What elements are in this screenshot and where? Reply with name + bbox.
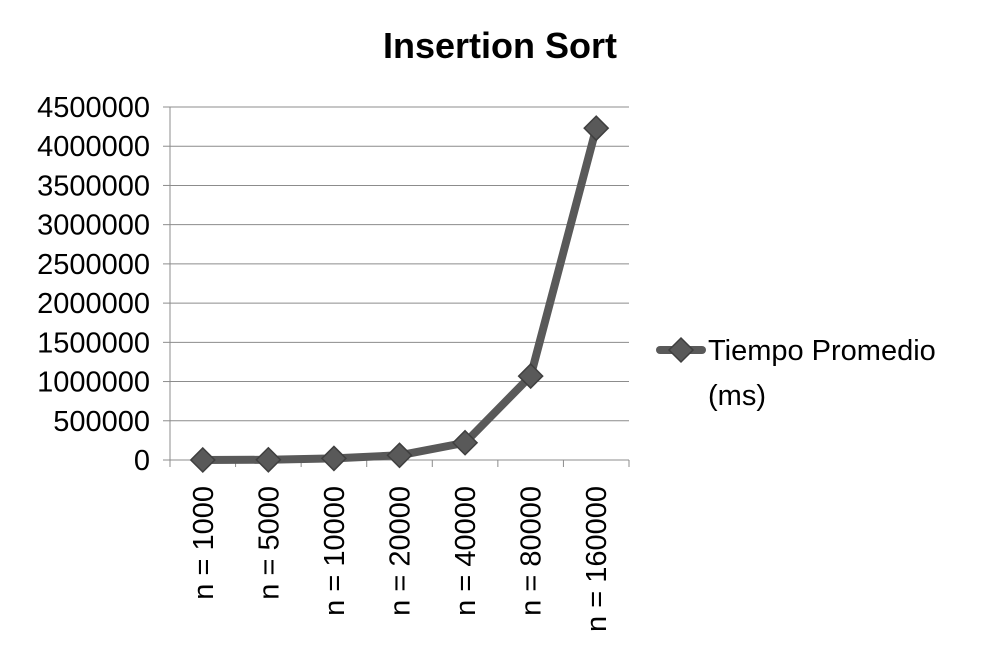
y-tick-label: 1500000 [37, 327, 150, 359]
x-tick-label: n = 1000 [188, 486, 220, 600]
x-tick-label: n = 5000 [253, 486, 285, 600]
y-tick-label: 4000000 [37, 131, 150, 163]
x-axis-ticks: n = 1000 n = 5000 n = 10000 n = 20000 n = 40… [169, 460, 630, 632]
data-point [452, 429, 479, 456]
y-tick-label: 2000000 [37, 288, 150, 320]
y-tick-label: 0 [134, 445, 150, 477]
data-point [320, 445, 347, 472]
series-line [198, 124, 601, 464]
axes [169, 107, 629, 461]
x-tick-label: n = 80000 [516, 486, 548, 616]
data-point [255, 446, 282, 473]
x-tick-label: n = 10000 [319, 486, 351, 616]
y-tick-label: 4500000 [37, 92, 150, 124]
x-tick-label: n = 160000 [581, 486, 613, 632]
y-axis-ticks: 0 500000 1000000 1500000 2000000 2500000 30000… [37, 92, 170, 477]
y-tick-label: 2500000 [37, 249, 150, 281]
data-point [189, 446, 216, 474]
legend-swatch-marker [667, 336, 695, 364]
chart-title: Insertion Sort [383, 25, 617, 66]
data-point [517, 363, 544, 390]
legend-label: (ms) [708, 380, 766, 412]
gridlines [170, 106, 629, 422]
x-tick-label: n = 20000 [385, 486, 417, 616]
series-group [189, 115, 610, 474]
y-tick-label: 3000000 [37, 210, 150, 242]
x-tick-label: n = 40000 [450, 486, 482, 616]
legend-label: Tiempo Promedio [708, 335, 936, 367]
y-tick-label: 500000 [53, 406, 150, 438]
data-point [386, 442, 413, 469]
legend: Tiempo Promedio (ms) [656, 335, 936, 412]
y-tick-label: 1000000 [37, 367, 150, 399]
y-tick-label: 3500000 [37, 170, 150, 202]
data-point [583, 115, 610, 142]
